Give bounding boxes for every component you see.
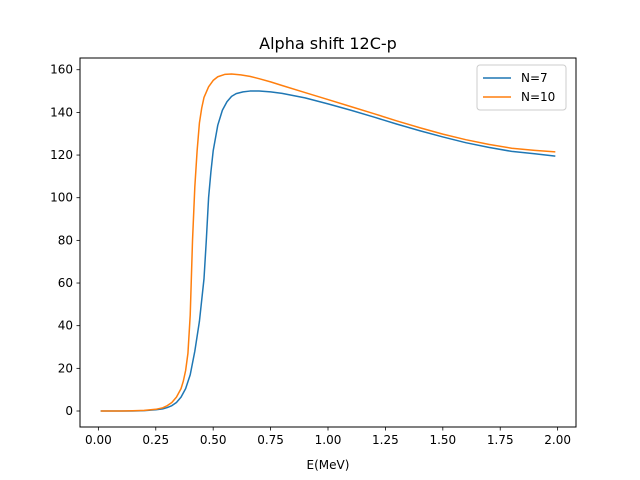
y-tick-label: 40 [58, 319, 73, 333]
x-tick-label: 1.50 [429, 433, 456, 447]
legend-box [476, 64, 567, 111]
series-line-n-10 [100, 73, 556, 412]
legend-label: N=7 [521, 71, 548, 85]
x-tick-label: 0.00 [85, 433, 112, 447]
y-tick-label: 120 [50, 148, 73, 162]
series-line-n-7 [100, 90, 556, 412]
y-tick-label: 140 [50, 105, 73, 119]
x-axis-label: E(MeV) [307, 458, 350, 472]
x-tick-label: 0.25 [142, 433, 169, 447]
x-tick-label: 0.75 [257, 433, 284, 447]
x-tick-label: 2.00 [544, 433, 571, 447]
y-tick-label: 0 [65, 404, 73, 418]
y-tick-label: 20 [58, 361, 73, 375]
x-tick-label: 0.50 [200, 433, 227, 447]
legend-label: N=10 [521, 90, 555, 104]
x-tick-label: 1.25 [372, 433, 399, 447]
x-tick-label: 1.00 [315, 433, 342, 447]
y-tick-label: 160 [50, 63, 73, 77]
y-tick-label: 80 [58, 233, 73, 247]
plot-area: 0.00 0.25 0.50 0.75 1.00 1.25 1.50 1.75 2.00 0 20 4… [50, 57, 577, 447]
x-tick-label: 1.75 [487, 433, 514, 447]
y-tick-label: 60 [58, 276, 73, 290]
chart-title: Alpha shift 12C-p [259, 34, 397, 53]
y-tick-label: 100 [50, 191, 73, 205]
